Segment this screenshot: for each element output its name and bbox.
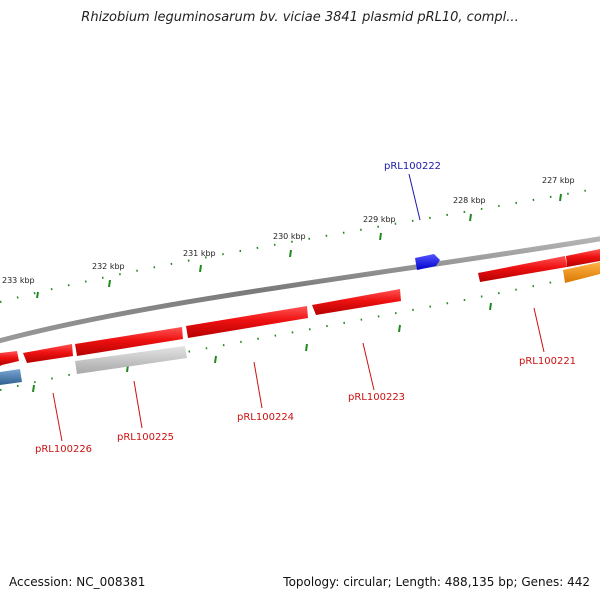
gene-arrow[interactable] bbox=[563, 262, 600, 283]
major-tick bbox=[559, 193, 562, 202]
leader-line bbox=[408, 173, 421, 221]
gene-arrow[interactable] bbox=[75, 327, 183, 356]
gene-arrow[interactable] bbox=[75, 346, 187, 374]
leader-line bbox=[253, 361, 263, 409]
gene-label[interactable]: pRL100226 bbox=[35, 444, 92, 455]
gene-label[interactable]: pRL100224 bbox=[237, 412, 294, 423]
summary-label: Topology: circular; Length: 488,135 bp; … bbox=[283, 575, 590, 589]
scale-label: 231 kbp bbox=[183, 249, 216, 258]
gene-arrow-highlight[interactable] bbox=[415, 254, 440, 270]
gene-arrow[interactable] bbox=[312, 289, 401, 315]
major-tick bbox=[305, 343, 308, 352]
leader-line bbox=[133, 380, 143, 429]
gene-label[interactable]: pRL100222 bbox=[384, 161, 441, 172]
accession-label: Accession: NC_008381 bbox=[9, 575, 146, 589]
leader-line bbox=[533, 307, 545, 353]
gene-arrow[interactable] bbox=[478, 256, 567, 282]
gene-arrow[interactable] bbox=[23, 344, 73, 363]
plasmid-backbone bbox=[0, 236, 600, 344]
gene-arrow[interactable] bbox=[0, 369, 22, 385]
scale-label: 228 kbp bbox=[453, 196, 486, 205]
major-tick bbox=[289, 249, 292, 258]
scale-label: 230 kbp bbox=[273, 232, 306, 241]
scale-label: 233 kbp bbox=[2, 276, 35, 285]
inner-tick-ring bbox=[0, 271, 600, 391]
major-tick bbox=[214, 355, 217, 364]
major-tick bbox=[108, 279, 111, 288]
major-tick bbox=[32, 384, 35, 393]
major-tick bbox=[398, 324, 401, 333]
gene-label[interactable]: pRL100223 bbox=[348, 392, 405, 403]
gene-arrow[interactable] bbox=[566, 249, 600, 267]
leader-line bbox=[52, 392, 63, 442]
scale-label: 232 kbp bbox=[92, 262, 125, 271]
major-tick bbox=[489, 302, 492, 311]
major-tick bbox=[36, 291, 39, 299]
map-title: Rhizobium leguminosarum bv. viciae 3841 … bbox=[81, 10, 519, 25]
scale-label: 227 kbp bbox=[542, 176, 575, 185]
scale-label: 229 kbp bbox=[363, 215, 396, 224]
major-tick bbox=[379, 232, 382, 241]
major-tick bbox=[469, 213, 472, 222]
gene-label[interactable]: pRL100221 bbox=[519, 356, 576, 367]
gene-label[interactable]: pRL100225 bbox=[117, 432, 174, 443]
leader-line bbox=[362, 342, 375, 391]
gene-arrow[interactable] bbox=[186, 306, 308, 338]
leader-lines bbox=[52, 173, 545, 442]
major-tick bbox=[199, 264, 202, 273]
gene-arrow[interactable] bbox=[0, 351, 19, 366]
major-ticks bbox=[32, 193, 562, 393]
gene-track bbox=[0, 249, 600, 385]
